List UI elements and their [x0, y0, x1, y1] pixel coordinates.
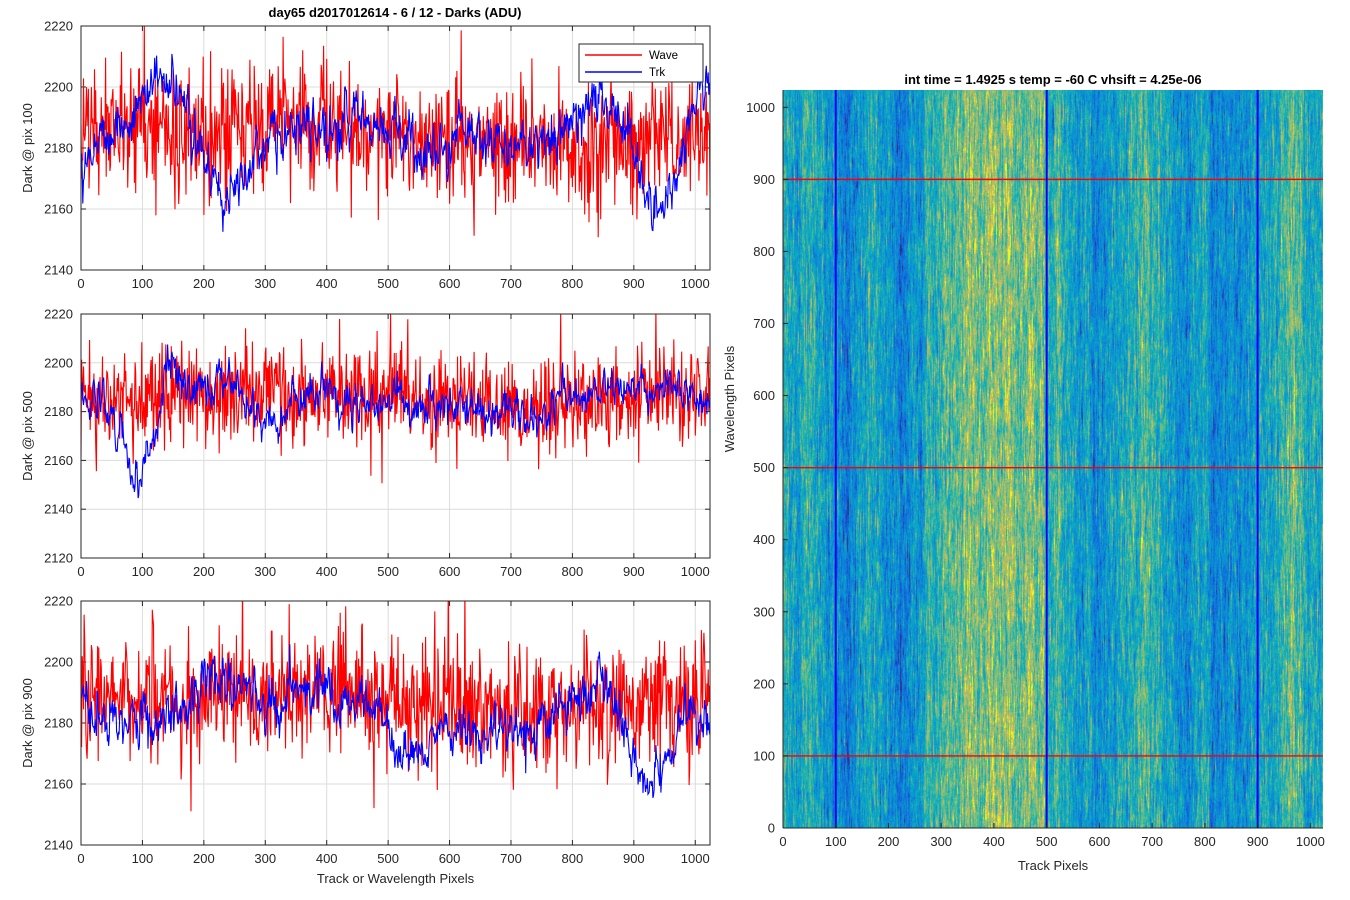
- x-tick-label: 500: [377, 851, 399, 866]
- x-tick-label: 0: [779, 834, 786, 849]
- line-chart-pix-900: 0 100 200 300 400 500 600 700 800 900 1000 2140 2160…: [20, 594, 711, 886]
- y-tick-label: 2180: [44, 141, 73, 156]
- x-tick-label: 0: [77, 564, 84, 579]
- x-tick-label: 400: [983, 834, 1005, 849]
- line-chart-pix-100: 0 100 200 300 400 500 600 700 800 900 1000 2140 2160…: [20, 19, 711, 291]
- x-tick-label: 1000: [681, 276, 710, 291]
- x-tick-label: 100: [132, 276, 154, 291]
- line-chart-pix-500: 0 100 200 300 400 500 600 700 800 900 1000 2120 2140…: [20, 307, 711, 579]
- y-tick-label: 400: [753, 532, 775, 547]
- x-tick-label: 500: [377, 564, 399, 579]
- x-tick-label: 600: [439, 851, 461, 866]
- axes-box: [80, 600, 711, 846]
- x-tick-label: 900: [623, 564, 645, 579]
- y-axis-label: Dark @ pix 900: [20, 678, 35, 768]
- x-tick-label: 100: [825, 834, 847, 849]
- x-tick-label: 400: [316, 276, 338, 291]
- x-axis-label: Track or Wavelength Pixels: [317, 871, 475, 886]
- series-line-trk: [81, 644, 710, 799]
- y-tick-label: 100: [753, 748, 775, 763]
- legend-label-wave: Wave: [649, 50, 678, 62]
- x-tick-label: 800: [1194, 834, 1216, 849]
- heatmap-dark-frame: 0 100 200 300 400 500 600 700 800 900 1000 0 100 200 3…: [722, 72, 1325, 873]
- legend-box: [578, 43, 704, 83]
- x-tick-label: 900: [623, 276, 645, 291]
- x-tick-label: 800: [562, 276, 584, 291]
- x-tick-label: 100: [132, 851, 154, 866]
- y-tick-label: 500: [753, 460, 775, 475]
- y-tick-label: 700: [753, 316, 775, 331]
- heatmap-title: int time = 1.4925 s temp = -60 C vhsift …: [904, 72, 1201, 87]
- x-tick-label: 300: [254, 276, 276, 291]
- y-tick-label: 2200: [44, 655, 73, 670]
- y-tick-label: 2160: [44, 777, 73, 792]
- x-tick-label: 200: [193, 276, 215, 291]
- series-line-trk: [81, 53, 710, 232]
- y-tick-label: 2160: [44, 202, 73, 217]
- x-tick-label: 1000: [1296, 834, 1325, 849]
- axes-box: [80, 313, 711, 559]
- x-tick-label: 200: [878, 834, 900, 849]
- x-tick-label: 600: [1089, 834, 1111, 849]
- x-tick-label: 200: [193, 851, 215, 866]
- y-axis-label: Wavelength Pixels: [722, 345, 737, 452]
- y-tick-label: 600: [753, 388, 775, 403]
- series-line-wave: [81, 26, 710, 238]
- series-line-wave: [81, 314, 710, 484]
- axes-box: [80, 25, 711, 271]
- x-tick-label: 0: [77, 851, 84, 866]
- y-tick-label: 2180: [44, 716, 73, 731]
- y-axis-label: Dark @ pix 500: [20, 391, 35, 481]
- x-tick-label: 500: [1036, 834, 1058, 849]
- x-tick-label: 300: [254, 564, 276, 579]
- series-line-trk: [81, 344, 710, 499]
- x-tick-label: 100: [132, 564, 154, 579]
- series-line-wave: [81, 601, 710, 812]
- y-tick-label: 900: [753, 172, 775, 187]
- x-tick-label: 600: [439, 276, 461, 291]
- y-tick-label: 0: [768, 821, 775, 836]
- y-tick-label: 2200: [44, 80, 73, 95]
- x-tick-label: 300: [930, 834, 952, 849]
- x-tick-label: 200: [193, 564, 215, 579]
- heatmap-image: [783, 90, 1323, 828]
- y-tick-label: 1000: [746, 100, 775, 115]
- y-tick-label: 2220: [44, 19, 73, 34]
- x-tick-label: 0: [77, 276, 84, 291]
- y-tick-label: 200: [753, 676, 775, 691]
- x-tick-label: 700: [500, 564, 522, 579]
- y-tick-label: 2220: [44, 594, 73, 609]
- x-tick-label: 1000: [681, 564, 710, 579]
- x-tick-label: 300: [254, 851, 276, 866]
- y-tick-label: 2120: [44, 551, 73, 566]
- x-tick-label: 800: [562, 564, 584, 579]
- x-tick-label: 800: [562, 851, 584, 866]
- y-tick-label: 300: [753, 604, 775, 619]
- legend-label-trk: Trk: [649, 67, 665, 79]
- y-tick-label: 2140: [44, 263, 73, 278]
- x-tick-label: 1000: [681, 851, 710, 866]
- x-tick-label: 600: [439, 564, 461, 579]
- y-tick-label: 2140: [44, 502, 73, 517]
- y-tick-label: 2180: [44, 404, 73, 419]
- y-tick-label: 2220: [44, 307, 73, 322]
- x-tick-label: 400: [316, 564, 338, 579]
- y-tick-label: 2200: [44, 355, 73, 370]
- figure-title: day65 d2017012614 - 6 / 12 - Darks (ADU): [269, 5, 522, 20]
- x-tick-label: 500: [377, 276, 399, 291]
- x-tick-label: 700: [500, 851, 522, 866]
- x-tick-label: 700: [1141, 834, 1163, 849]
- y-tick-label: 2160: [44, 453, 73, 468]
- x-tick-label: 700: [500, 276, 522, 291]
- x-tick-label: 900: [623, 851, 645, 866]
- x-tick-label: 400: [316, 851, 338, 866]
- y-tick-label: 2140: [44, 838, 73, 853]
- x-axis-label: Track Pixels: [1018, 858, 1089, 873]
- y-axis-label: Dark @ pix 100: [20, 103, 35, 193]
- y-tick-label: 800: [753, 244, 775, 259]
- x-tick-label: 900: [1247, 834, 1269, 849]
